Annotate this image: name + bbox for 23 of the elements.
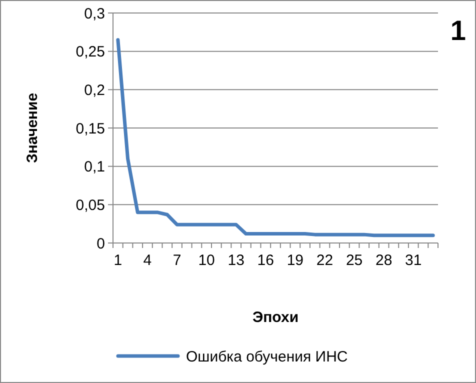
y-tick-label: 0,1 bbox=[84, 158, 105, 176]
x-tick-label: 19 bbox=[286, 252, 304, 269]
x-tick-label: 13 bbox=[228, 252, 244, 269]
x-tick-label: 22 bbox=[316, 252, 334, 269]
y-tick-label: 0 bbox=[96, 235, 105, 252]
legend-label: Ошибка обучения ИНС bbox=[186, 348, 348, 366]
line-series bbox=[116, 38, 435, 238]
y-tick-label: 0,3 bbox=[84, 5, 105, 22]
x-tick-label: 31 bbox=[405, 252, 422, 269]
y-tick-label: 0,25 bbox=[76, 44, 105, 61]
y-axis-title: Значение bbox=[24, 92, 41, 164]
x-axis-title: Эпохи bbox=[252, 309, 299, 326]
y-tick-label: 0,15 bbox=[76, 120, 105, 138]
x-tick-label: 4 bbox=[143, 252, 152, 269]
x-tick-label: 25 bbox=[346, 252, 363, 269]
x-tick-label: 7 bbox=[172, 252, 182, 269]
y-tick-label: 0,2 bbox=[84, 82, 105, 99]
text: 1 bbox=[450, 15, 466, 46]
y-tick-label: 0,05 bbox=[76, 196, 105, 214]
x-tick-label: 28 bbox=[375, 252, 392, 269]
x-tick-label: 16 bbox=[257, 252, 274, 269]
x-tick-label: 10 bbox=[198, 252, 215, 269]
x-tick-label: 1 bbox=[114, 252, 122, 269]
